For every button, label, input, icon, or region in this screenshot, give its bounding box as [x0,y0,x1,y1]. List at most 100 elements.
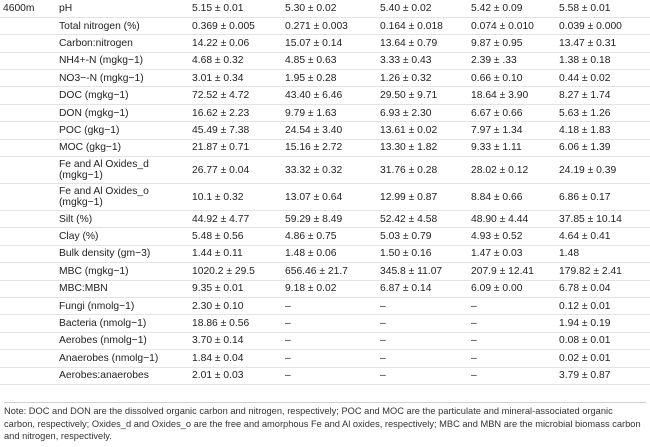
value-cell: 1.38 ± 0.18 [559,52,650,71]
value-cell: 10.1 ± 0.32 [192,183,285,212]
value-cell: – [471,367,559,385]
value-cell: – [285,314,380,333]
value-cell: – [380,332,471,351]
table-row: Fe and Al Oxides_d (mgkg−1) 26.77 ± 0.04… [0,156,650,185]
value-cell: 8.27 ± 1.74 [559,86,650,105]
value-cell: 345.8 ± 11.07 [380,262,471,281]
value-cell: 37.85 ± 10.14 [559,210,650,229]
value-cell: 12.99 ± 0.87 [380,183,471,212]
value-cell: 6.93 ± 2.30 [380,104,471,123]
value-cell: 13.30 ± 1.82 [380,139,471,158]
value-cell: 0.66 ± 0.10 [471,69,559,88]
value-cell: 1.47 ± 0.03 [471,245,559,264]
param-label: Aerobes (nmolg−1) [59,332,192,351]
value-cell: 3.70 ± 0.14 [192,332,285,351]
value-cell: 44.92 ± 4.77 [192,210,285,229]
table-row: Aerobes:anaerobes 2.01 ± 0.03 – – – 3.79… [0,367,650,385]
table-row: DON (mgkg−1) 16.62 ± 2.23 9.79 ± 1.63 6.… [0,104,650,123]
table-row: Fe and Al Oxides_o (mgkg−1) 10.1 ± 0.32 … [0,183,650,212]
value-cell: 0.12 ± 0.01 [559,297,650,316]
value-cell: 179.82 ± 2.41 [559,262,650,281]
value-cell: 43.40 ± 6.46 [285,86,380,105]
value-cell: 15.16 ± 2.72 [285,139,380,158]
value-cell: 31.76 ± 0.28 [380,156,471,185]
value-cell: – [285,349,380,368]
value-cell: 4.68 ± 0.32 [192,52,285,71]
param-label: Clay (%) [59,227,192,246]
table-row: MBC (mgkg−1) 1020.2 ± 29.5 656.46 ± 21.7… [0,262,650,281]
value-cell: 15.07 ± 0.14 [285,34,380,53]
value-cell: 6.67 ± 0.66 [471,104,559,123]
table-row: NH4+-N (mgkg−1) 4.68 ± 0.32 4.85 ± 0.63 … [0,52,650,71]
value-cell: 13.07 ± 0.64 [285,183,380,212]
param-label: Anaerobes (nmolg−1) [59,349,192,368]
value-cell: 24.54 ± 3.40 [285,121,380,140]
table-row: Bacteria (nmolg−1) 18.86 ± 0.56 – – – 1.… [0,314,650,333]
value-cell: 9.35 ± 0.01 [192,280,285,298]
table-row: Total nitrogen (%) 0.369 ± 0.005 0.271 ±… [0,17,650,36]
table-row: Fungi (nmolg−1) 2.30 ± 0.10 – – – 0.12 ±… [0,297,650,316]
value-cell: 24.19 ± 0.39 [559,156,650,185]
table-row: Bulk density (gm−3) 1.44 ± 0.11 1.48 ± 0… [0,245,650,264]
param-label: Fe and Al Oxides_d (mgkg−1) [59,156,192,185]
value-cell: 0.271 ± 0.003 [285,17,380,36]
value-cell: 2.01 ± 0.03 [192,367,285,385]
param-label: Bulk density (gm−3) [59,245,192,264]
value-cell: – [471,332,559,351]
value-cell: 16.62 ± 2.23 [192,104,285,123]
table-row: DOC (mgkg−1) 72.52 ± 4.72 43.40 ± 6.46 2… [0,86,650,105]
value-cell: 5.63 ± 1.26 [559,104,650,123]
value-cell: 21.87 ± 0.71 [192,139,285,158]
value-cell: 656.46 ± 21.7 [285,262,380,281]
value-cell: 29.50 ± 9.71 [380,86,471,105]
value-cell: 2.39 ± .33 [471,52,559,71]
value-cell: 0.08 ± 0.01 [559,332,650,351]
value-cell: 207.9 ± 12.41 [471,262,559,281]
value-cell: 1.26 ± 0.32 [380,69,471,88]
value-cell: 9.33 ± 1.11 [471,139,559,158]
value-cell: 33.32 ± 0.32 [285,156,380,185]
value-cell: 1.94 ± 0.19 [559,314,650,333]
value-cell: – [285,332,380,351]
param-label: Silt (%) [59,210,192,229]
value-cell: 1.84 ± 0.04 [192,349,285,368]
value-cell: 6.06 ± 1.39 [559,139,650,158]
param-label: Carbon:nitrogen [59,34,192,53]
value-cell: – [471,349,559,368]
table-row: Carbon:nitrogen 14.22 ± 0.06 15.07 ± 0.1… [0,34,650,53]
value-cell: 7.97 ± 1.34 [471,121,559,140]
param-label: Aerobes:anaerobes [59,367,192,385]
value-cell: 45.49 ± 7.38 [192,121,285,140]
param-label: POC (gkg−1) [59,121,192,140]
value-cell: – [285,367,380,385]
param-label: Total nitrogen (%) [59,17,192,36]
value-cell: 1.48 ± 0.06 [285,245,380,264]
value-cell: 72.52 ± 4.72 [192,86,285,105]
param-label: MBC:MBN [59,280,192,298]
value-cell: – [285,297,380,316]
param-label: Bacteria (nmolg−1) [59,314,192,333]
value-cell: 9.87 ± 0.95 [471,34,559,53]
param-label: Fe and Al Oxides_o (mgkg−1) [59,183,192,212]
param-label: Fungi (nmolg−1) [59,297,192,316]
value-cell: – [380,367,471,385]
table-row: Anaerobes (nmolg−1) 1.84 ± 0.04 – – – 0.… [0,349,650,368]
value-cell: 5.48 ± 0.56 [192,227,285,246]
value-cell: 0.369 ± 0.005 [192,17,285,36]
value-cell: 0.164 ± 0.018 [380,17,471,36]
value-cell: 4.93 ± 0.52 [471,227,559,246]
table-row: 4600m pH 5.15 ± 0.01 5.30 ± 0.02 5.40 ± … [0,0,650,18]
value-cell: 4.85 ± 0.63 [285,52,380,71]
value-cell: 28.02 ± 0.12 [471,156,559,185]
site-label: 4600m [0,0,59,18]
value-cell: 5.15 ± 0.01 [192,0,285,18]
value-cell: 6.78 ± 0.04 [559,280,650,298]
value-cell: – [380,297,471,316]
value-cell: 3.79 ± 0.87 [559,367,650,385]
value-cell: 5.30 ± 0.02 [285,0,380,18]
value-cell: 13.61 ± 0.02 [380,121,471,140]
value-cell: 4.86 ± 0.75 [285,227,380,246]
value-cell: – [380,314,471,333]
soil-properties-table: 4600m pH 5.15 ± 0.01 5.30 ± 0.02 5.40 ± … [0,0,650,385]
value-cell: 5.58 ± 0.01 [559,0,650,18]
